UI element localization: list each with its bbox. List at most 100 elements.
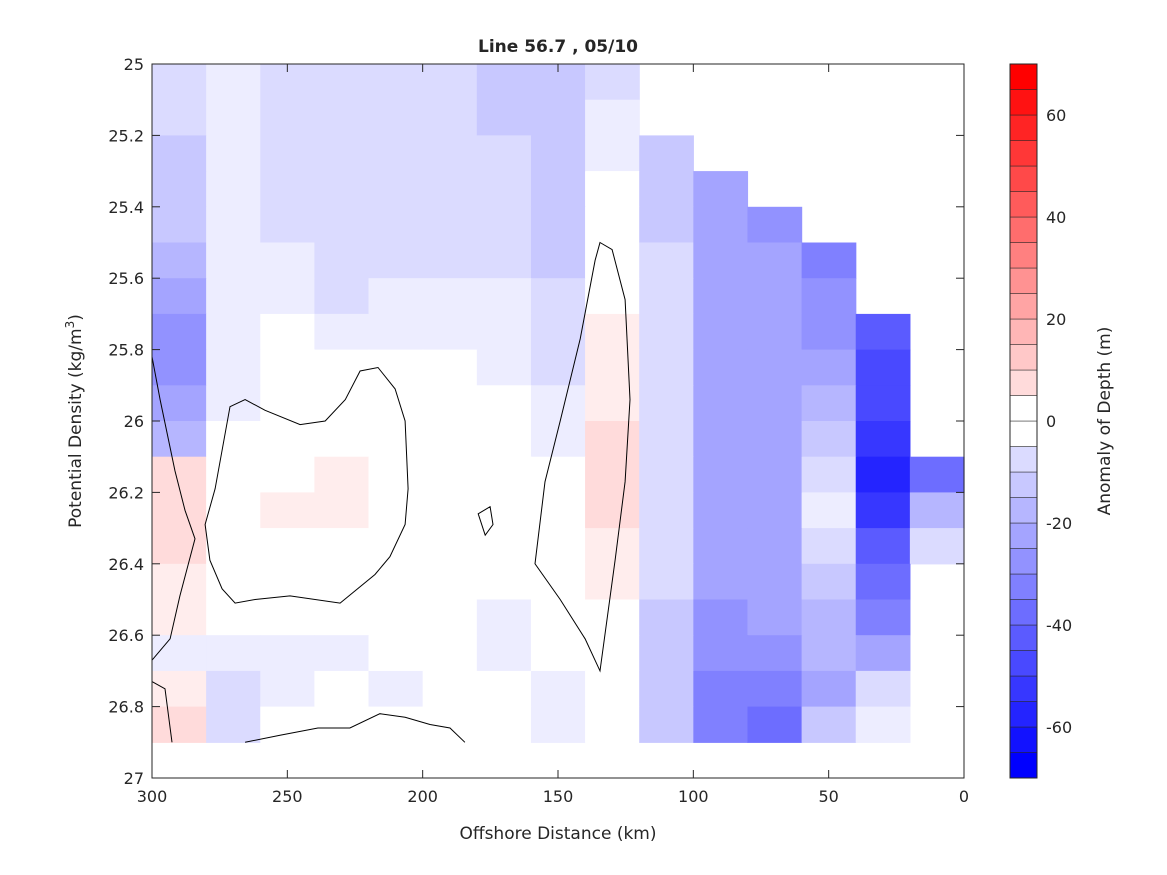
contour-cell — [585, 313, 640, 351]
contour-line — [245, 713, 466, 743]
contour-cell — [585, 278, 640, 315]
chart-title: Line 56.7 , 05/10 — [478, 37, 638, 57]
contour-cell — [368, 206, 424, 244]
contour-cell — [260, 313, 315, 351]
contour-cell — [314, 313, 370, 351]
contour-cell — [152, 171, 207, 208]
contour-cell — [530, 99, 586, 136]
x-tick-label: 200 — [407, 787, 438, 806]
contour-cell — [314, 421, 370, 458]
colorbar-tick-label: 40 — [1046, 208, 1066, 227]
contour-cell — [855, 385, 911, 422]
contour-cell — [314, 64, 370, 101]
y-tick-label: 27 — [124, 769, 144, 788]
contour-cell — [530, 206, 586, 244]
colorbar: 60 40 20 0 -20 -40 -60 — [1009, 63, 1072, 779]
contour-cell — [476, 349, 532, 386]
contour-cell — [422, 635, 478, 672]
colorbar-tick-label: 20 — [1046, 310, 1066, 329]
contour-cell — [530, 528, 586, 565]
contour-cell — [855, 421, 911, 458]
contour-cell — [693, 385, 749, 422]
contour-cell — [368, 706, 424, 743]
contour-cell — [801, 670, 857, 708]
contour-cell — [314, 278, 370, 315]
contour-cell — [422, 64, 478, 101]
y-tick-label: 25.2 — [108, 126, 144, 145]
contour-cell — [422, 349, 478, 386]
contour-cell — [639, 171, 694, 208]
contour-cell — [260, 528, 315, 565]
contour-cell — [909, 492, 965, 529]
contour-cell — [368, 456, 424, 493]
contour-cell — [314, 135, 370, 172]
colorbar-band — [1009, 675, 1038, 702]
contour-cell — [693, 242, 749, 279]
contour-cell — [206, 64, 261, 101]
colorbar-label: Anomaly of Depth (m) — [1095, 327, 1115, 516]
colorbar-tick-label: 60 — [1046, 106, 1066, 125]
contour-cell — [314, 599, 370, 636]
contour-cell — [801, 242, 857, 279]
colorbar-band — [1009, 191, 1038, 218]
contour-cell — [855, 313, 911, 351]
x-axis: 300 250 200 150 100 50 0 — [137, 64, 969, 806]
contour-cell — [368, 99, 424, 136]
x-tick-label: 250 — [272, 787, 303, 806]
contour-cell — [422, 242, 478, 279]
x-axis-label: Offshore Distance (km) — [459, 824, 656, 844]
contour-cell — [747, 206, 803, 244]
colorbar-band — [1009, 293, 1038, 320]
contour-cell — [801, 706, 857, 743]
colorbar-tick-label: -60 — [1046, 718, 1072, 737]
contour-cell — [152, 242, 207, 279]
contour-cell — [260, 171, 315, 208]
contour-cell — [476, 563, 532, 601]
contour-cell — [693, 706, 749, 743]
contour-cell — [530, 313, 586, 351]
y-tick-label: 26.6 — [108, 626, 144, 645]
contour-cell — [801, 278, 857, 315]
contour-cell — [476, 421, 532, 458]
contour-cell — [314, 492, 370, 529]
contour-line — [151, 356, 196, 661]
contour-cell — [801, 385, 857, 422]
contour-cell — [585, 171, 640, 208]
contour-cell — [693, 278, 749, 315]
contour-cell — [530, 706, 586, 743]
contour-cell — [693, 206, 749, 244]
contour-cell — [693, 635, 749, 672]
contour-cell — [639, 278, 694, 315]
contour-cell — [206, 635, 261, 672]
y-tick-label: 25.8 — [108, 341, 144, 360]
contour-cell — [639, 670, 694, 708]
contour-cell — [314, 635, 370, 672]
contour-cell — [152, 99, 207, 136]
contour-cell — [639, 456, 694, 493]
contour-cell — [422, 599, 478, 636]
contour-cell — [585, 421, 640, 458]
contour-cell — [693, 171, 749, 208]
contour-cell — [693, 670, 749, 708]
contour-cell — [747, 706, 803, 743]
contour-cell — [801, 456, 857, 493]
contour-cell — [368, 635, 424, 672]
contour-cell — [152, 528, 207, 565]
contour-line — [534, 241, 631, 673]
contour-cell — [206, 206, 261, 244]
colorbar-band — [1009, 573, 1038, 600]
contour-cell — [206, 599, 261, 636]
contour-cell — [530, 670, 586, 708]
contour-cell — [639, 635, 694, 672]
contour-cell — [368, 670, 424, 708]
contour-cell — [747, 528, 803, 565]
contour-cell — [693, 349, 749, 386]
x-tick-label: 0 — [959, 787, 969, 806]
y-axis-label-end: ) — [66, 314, 86, 321]
contour-cell — [152, 421, 207, 458]
contour-cell — [260, 242, 315, 279]
y-tick-label: 25 — [124, 55, 144, 74]
contour-cell — [422, 528, 478, 565]
colorbar-band — [1009, 63, 1038, 90]
contour-cell — [639, 421, 694, 458]
